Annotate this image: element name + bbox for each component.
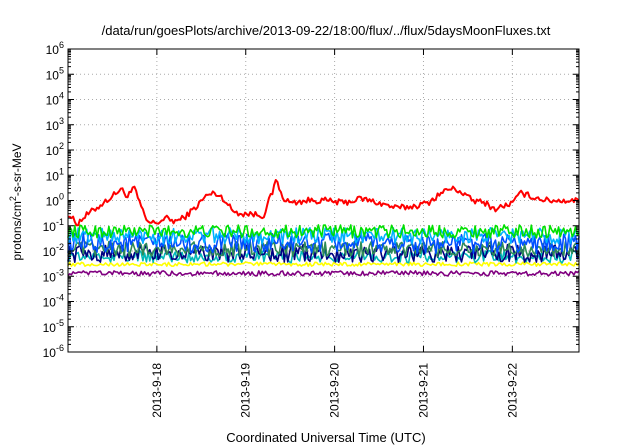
- series-line-9: [67, 270, 580, 277]
- x-tick-label: 2013-9-19: [239, 363, 253, 418]
- y-tick-base: 10: [43, 296, 57, 310]
- y-tick-label: 104: [46, 91, 64, 108]
- y-tick-base: 10: [46, 169, 60, 183]
- y-tick-label: 10-6: [43, 343, 64, 360]
- x-tick-label: 2013-9-22: [505, 363, 519, 418]
- y-tick-exponent: 3: [59, 116, 64, 126]
- y-tick-exponent: -4: [56, 293, 64, 303]
- y-tick-label: 10-4: [43, 293, 64, 310]
- y-tick-base: 10: [43, 321, 57, 335]
- y-tick-base: 10: [46, 94, 60, 108]
- y-tick-base: 10: [46, 144, 60, 158]
- y-tick-base: 10: [46, 195, 60, 209]
- series-line-2: [67, 224, 580, 239]
- y-tick-label: 105: [46, 65, 64, 82]
- y-tick-exponent: -6: [56, 343, 64, 353]
- x-tick-label: 2013-9-20: [328, 363, 342, 418]
- y-tick-label: 103: [46, 116, 64, 133]
- y-tick-label: 10-5: [43, 318, 64, 335]
- y-tick-base: 10: [43, 245, 57, 259]
- x-axis-label: Coordinated Universal Time (UTC): [226, 430, 425, 445]
- y-tick-exponent: 2: [59, 141, 64, 151]
- y-tick-exponent: 5: [59, 65, 64, 75]
- y-tick-exponent: 6: [59, 40, 64, 50]
- y-tick-base: 10: [43, 220, 57, 234]
- y-tick-label: 10-1: [43, 217, 64, 234]
- y-tick-exponent: -2: [56, 242, 64, 252]
- y-tick-label: 101: [46, 166, 64, 183]
- series-line-3: [67, 227, 580, 245]
- series-line-1: [68, 179, 580, 227]
- y-tick-label: 10-3: [43, 267, 64, 284]
- y-tick-exponent: 4: [59, 91, 64, 101]
- chart-title: /data/run/goesPlots/archive/2013-09-22/1…: [102, 23, 551, 38]
- y-axis-label-prefix: protons/cm: [10, 201, 24, 260]
- y-tick-label: 102: [46, 141, 64, 158]
- y-tick-base: 10: [46, 43, 60, 57]
- y-tick-exponent: 0: [59, 192, 64, 202]
- series-line-8: [67, 261, 580, 268]
- y-tick-label: 100: [46, 192, 64, 209]
- y-tick-base: 10: [43, 346, 57, 360]
- x-tick-label: 2013-9-21: [416, 363, 430, 418]
- y-tick-exponent: -3: [56, 267, 64, 277]
- y-tick-base: 10: [43, 270, 57, 284]
- y-tick-label: 106: [46, 40, 64, 57]
- series-group: [67, 179, 580, 277]
- y-tick-base: 10: [46, 68, 60, 82]
- series-line-4: [67, 232, 580, 255]
- grid: [68, 49, 579, 352]
- x-tick-label: 2013-9-18: [150, 363, 164, 418]
- y-axis: 10610510410310210110010-110-210-310-410-…: [43, 40, 579, 360]
- y-tick-exponent: 1: [59, 166, 64, 176]
- y-tick-base: 10: [46, 119, 60, 133]
- x-axis: 2013-9-18 2013-9-19 2013-9-20 2013-9-21 2013…: [150, 49, 519, 418]
- y-tick-exponent: -1: [56, 217, 64, 227]
- y-axis-label: protons/cm2-s-sr-MeV: [8, 143, 24, 260]
- y-tick-exponent: -5: [56, 318, 64, 328]
- series-line-5: [67, 240, 580, 258]
- y-axis-label-suffix: -s-sr-MeV: [10, 143, 24, 196]
- y-tick-label: 10-2: [43, 242, 64, 259]
- y-axis-label-superscript: 2: [8, 196, 18, 201]
